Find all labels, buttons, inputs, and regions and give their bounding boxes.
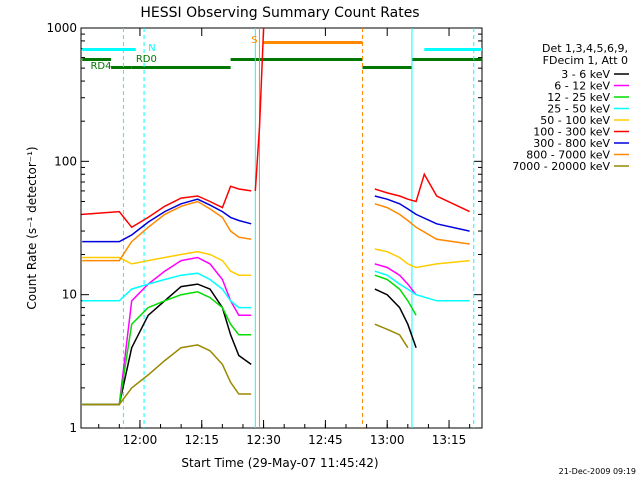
state-bars: N S RD0 RD4 (82, 28, 482, 428)
x-tick-label: 13:00 (370, 433, 405, 447)
legend-header-line: FDecim 1, Att 0 (543, 54, 628, 67)
series-layer (82, 27, 470, 406)
state-bar (131, 66, 231, 69)
series-line-right-7 (374, 203, 470, 245)
series-line-8 (82, 344, 252, 406)
series-line-right-6 (374, 195, 470, 232)
state-annotation: N (148, 43, 155, 54)
chart-title: HESSI Observing Summary Count Rates (140, 5, 419, 21)
x-tick-label: 12:15 (184, 433, 219, 447)
legend-item-label: 300 - 800 keV (533, 137, 610, 150)
series-line-3 (82, 272, 252, 309)
x-tick-label: 12:00 (123, 433, 158, 447)
legend-item-label: 3 - 6 keV (561, 68, 610, 81)
state-annotation: RD4 (90, 61, 111, 72)
state-bar (111, 66, 132, 69)
x-axis-label: Start Time (29-May-07 11:45:42) (181, 456, 378, 470)
series-line-7 (82, 200, 252, 262)
plot-frame (80, 27, 483, 429)
state-bar (424, 48, 482, 51)
y-axis-label: Count Rate (s⁻¹ detector⁻¹) (25, 146, 39, 309)
y-axis-ticks: 1 10 100 1000 (46, 21, 482, 435)
legend-item-label: 7000 - 20000 keV (512, 160, 610, 173)
series-line-4 (82, 250, 252, 276)
series-line-right-0 (374, 288, 417, 348)
y-tick-label: 10 (62, 288, 77, 302)
footer-timestamp: 21-Dec-2009 09:19 (559, 467, 636, 476)
legend-item-label: 6 - 12 keV (554, 80, 610, 93)
series-line-right-1 (374, 263, 417, 296)
y-tick-label: 100 (54, 154, 77, 168)
series-line-1 (82, 256, 252, 406)
state-annotation: RD0 (136, 54, 157, 65)
series-line-2 (82, 291, 252, 406)
series-line-right-4 (374, 248, 470, 269)
series-line-right-2 (374, 274, 417, 316)
state-bar (362, 66, 412, 69)
state-bar (82, 58, 112, 61)
x-axis-ticks: 12:00 12:15 12:30 12:45 13:00 13:15 (98, 28, 471, 447)
legend-item-label: 50 - 100 keV (540, 114, 610, 127)
legend-item-label: 800 - 7000 keV (526, 149, 610, 162)
state-bar (230, 58, 363, 61)
series-line-right-3 (374, 270, 470, 302)
legend-item-label: 100 - 300 keV (533, 126, 610, 139)
state-bar (82, 48, 136, 51)
state-bar (263, 41, 363, 44)
series-line-right-5 (374, 172, 470, 213)
series-line-6 (82, 198, 252, 243)
x-tick-label: 12:30 (246, 433, 281, 447)
flare-spike-line (254, 27, 265, 191)
x-tick-label: 13:15 (432, 433, 467, 447)
x-tick-label: 12:45 (308, 433, 343, 447)
y-tick-label: 1 (69, 421, 77, 435)
state-bar (411, 58, 482, 61)
series-line-right-8 (374, 323, 409, 349)
legend-item-label: 12 - 25 keV (547, 91, 610, 104)
series-line-5 (82, 185, 252, 229)
legend-header-line: Det 1,3,4,5,6,9, (542, 42, 628, 55)
legend-item-label: 25 - 50 keV (547, 103, 610, 116)
state-annotation: S (251, 35, 257, 46)
legend: Det 1,3,4,5,6,9,FDecim 1, Att 03 - 6 keV… (512, 42, 629, 173)
series-line-0 (82, 283, 252, 406)
y-tick-label: 1000 (46, 21, 77, 35)
